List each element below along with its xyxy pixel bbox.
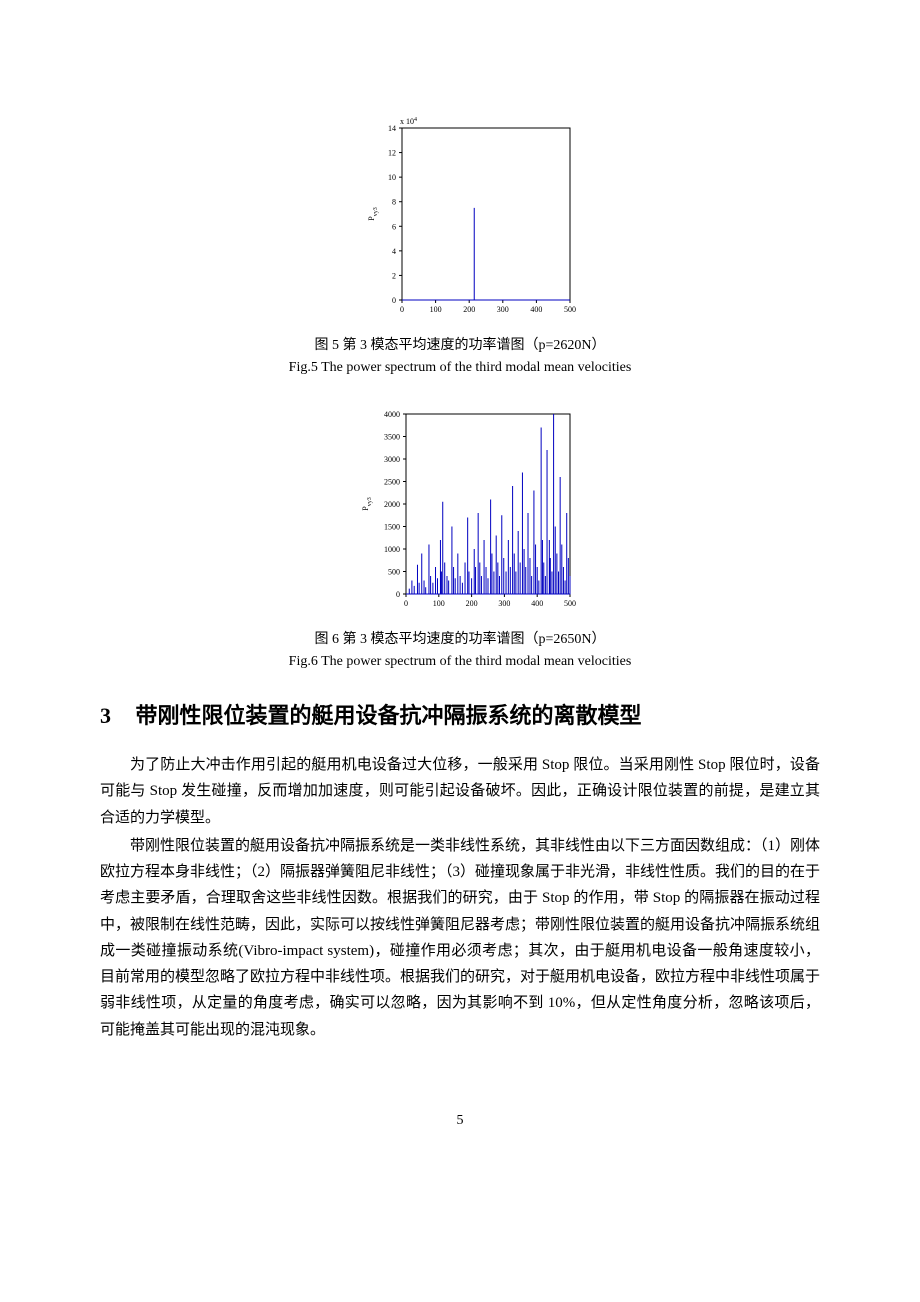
svg-text:300: 300 — [498, 599, 510, 608]
svg-text:1500: 1500 — [384, 523, 400, 532]
svg-text:0: 0 — [396, 590, 400, 599]
body-para-2: 带刚性限位装置的艇用设备抗冲隔振系统是一类非线性系统，其非线性由以下三方面因数组… — [100, 833, 820, 1043]
figure-5-caption-cn: 图 5 第 3 模态平均速度的功率谱图（p=2620N） — [314, 334, 605, 354]
svg-text:200: 200 — [466, 599, 478, 608]
figure-5-block: 0 100 200 300 400 500 0 2 4 6 8 10 12 14 x 104 Pvy3 图 5… — [100, 110, 820, 376]
svg-text:8: 8 — [392, 198, 396, 207]
figure-6-block: 0 100 200 300 400 500 0 500 1000 1500 2000 2500 3000… — [100, 404, 820, 670]
svg-text:500: 500 — [564, 599, 576, 608]
svg-text:3000: 3000 — [384, 455, 400, 464]
svg-text:6: 6 — [392, 222, 396, 231]
svg-text:2: 2 — [392, 271, 396, 280]
svg-text:100: 100 — [430, 305, 442, 314]
figure-5-chart: 0 100 200 300 400 500 0 2 4 6 8 10 12 14 x 104 Pvy3 — [340, 110, 580, 320]
body-para-1: 为了防止大冲击作用引起的艇用机电设备过大位移，一般采用 Stop 限位。当采用刚… — [100, 752, 820, 831]
page: 010020030040050002468101214x 104Pvy3 图 5… — [0, 0, 920, 1189]
section-number: 3 — [100, 703, 130, 729]
svg-text:Pvy3: Pvy3 — [367, 207, 379, 220]
svg-text:Pvy3: Pvy3 — [361, 497, 373, 510]
figure-5-caption-en: Fig.5 The power spectrum of the third mo… — [289, 360, 632, 376]
svg-text:4: 4 — [392, 247, 396, 256]
svg-text:500: 500 — [388, 568, 400, 577]
figure-6-caption-en: Fig.6 The power spectrum of the third mo… — [289, 654, 632, 670]
svg-text:14: 14 — [388, 124, 396, 133]
svg-text:3500: 3500 — [384, 433, 400, 442]
svg-text:300: 300 — [497, 305, 509, 314]
svg-text:2500: 2500 — [384, 478, 400, 487]
svg-text:x 104: x 104 — [400, 117, 417, 126]
svg-text:500: 500 — [564, 305, 576, 314]
svg-text:0: 0 — [404, 599, 408, 608]
figure-6-caption-cn: 图 6 第 3 模态平均速度的功率谱图（p=2650N） — [314, 628, 605, 648]
section-title: 带刚性限位装置的艇用设备抗冲隔振系统的离散模型 — [136, 703, 642, 728]
svg-text:400: 400 — [530, 305, 542, 314]
svg-text:200: 200 — [463, 305, 475, 314]
svg-text:0: 0 — [400, 305, 404, 314]
svg-text:12: 12 — [388, 149, 396, 158]
figure-6-chart: 0 100 200 300 400 500 0 500 1000 1500 2000 2500 3000… — [340, 404, 580, 614]
svg-text:100: 100 — [433, 599, 445, 608]
svg-text:400: 400 — [531, 599, 543, 608]
page-number: 5 — [100, 1113, 820, 1129]
svg-text:4000: 4000 — [384, 410, 400, 419]
svg-text:0: 0 — [392, 296, 396, 305]
svg-text:2000: 2000 — [384, 500, 400, 509]
svg-text:10: 10 — [388, 173, 396, 182]
section-3-heading: 3 带刚性限位装置的艇用设备抗冲隔振系统的离散模型 — [100, 698, 820, 730]
svg-text:1000: 1000 — [384, 545, 400, 554]
